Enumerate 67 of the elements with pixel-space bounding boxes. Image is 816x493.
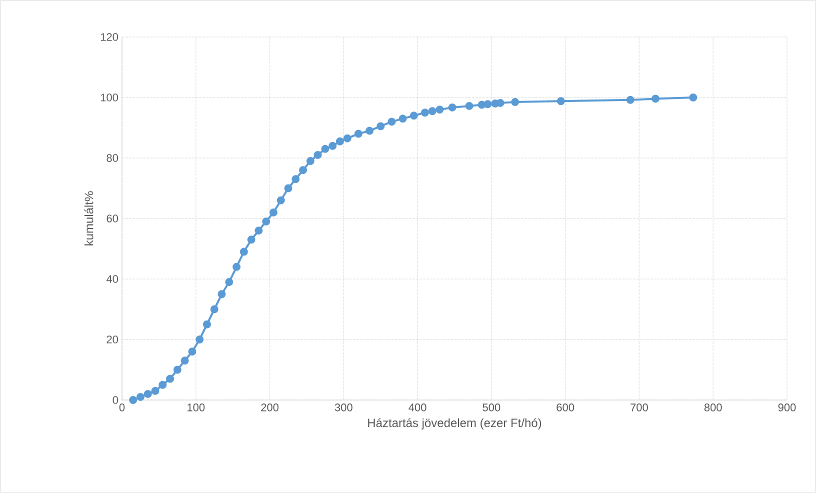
point [299,166,308,174]
point [410,112,418,120]
point [651,94,660,103]
point [136,392,144,401]
x-tick-label: 700 [630,404,648,412]
point [388,118,396,126]
x-tick-label: 600 [556,404,574,412]
x-tick-label: 100 [188,404,205,412]
point [484,100,492,108]
y-tick-label: 0 [112,396,118,404]
point [428,107,436,116]
point [269,208,278,216]
point [247,236,256,244]
point [129,396,138,404]
y-tick-label: 20 [106,336,118,344]
point [448,103,456,112]
point [144,390,152,398]
point [689,93,698,102]
point [292,175,300,184]
point [496,98,504,107]
point [328,142,337,150]
y-axis-title: kumulált% [84,191,94,246]
point [173,366,182,374]
point [343,134,352,142]
point [276,196,285,204]
point [398,114,407,123]
x-tick-label: 800 [704,404,722,412]
x-axis-title: Háztartás jövedelem (ezer Ft/hó) [368,418,542,430]
y-tick-label: 120 [100,33,118,41]
point [436,106,444,114]
point [254,226,263,235]
point [376,122,385,130]
point [158,380,167,389]
y-tick-label: 60 [106,214,118,222]
point [240,248,248,256]
point [321,144,330,153]
y-tick-label: 100 [100,94,118,102]
point [225,278,234,286]
point [354,130,362,138]
x-tick-label: 900 [778,404,796,412]
point [511,98,520,106]
point [188,348,196,356]
x-tick-label: 0 [119,404,125,412]
point [465,102,474,110]
point [556,97,565,106]
point [626,96,634,104]
x-tick-label: 200 [261,404,279,412]
point [262,218,270,226]
point [306,157,314,166]
point [218,290,226,298]
point [151,386,160,395]
point [210,305,218,314]
y-tick-label: 40 [106,275,118,283]
point [366,126,374,135]
point [420,108,429,117]
point [314,150,322,159]
x-tick-label: 500 [482,404,500,412]
point [336,137,344,146]
point [196,336,204,344]
point [202,320,211,328]
x-tick-label: 300 [334,404,352,412]
point [232,262,241,271]
point [166,374,174,383]
point [180,356,189,365]
x-tick-label: 400 [408,404,426,412]
point [284,184,292,192]
y-tick-label: 80 [106,154,118,162]
